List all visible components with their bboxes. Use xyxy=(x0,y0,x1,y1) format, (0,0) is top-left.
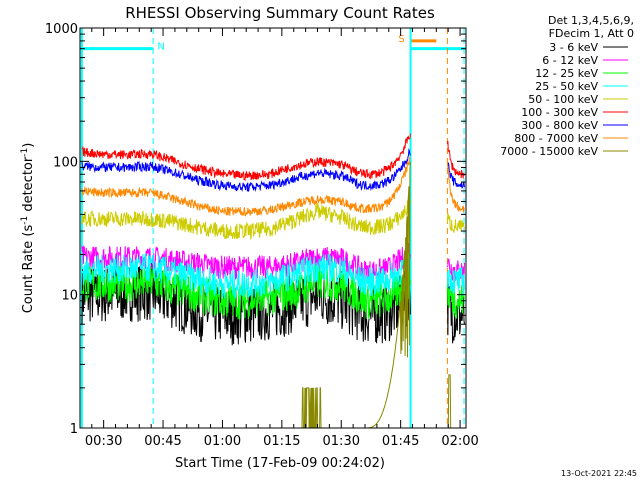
y-axis-label-main: Count Rate (s xyxy=(21,225,36,314)
legend: Det 1,3,4,5,6,9, FDecim 1, Att 0 3 - 6 k… xyxy=(500,14,634,158)
series-3-post xyxy=(446,266,465,296)
y-axis-label: Count Rate (s-1 detector-1) xyxy=(20,143,36,314)
y-tick-label-1: 10 xyxy=(61,289,78,304)
series-4-pre xyxy=(81,200,411,241)
timestamp: 13-Oct-2021 22:45 xyxy=(561,469,637,478)
legend-label-3: 25 - 50 keV xyxy=(535,80,598,93)
x-tick-label-5: 01:45 xyxy=(382,434,419,449)
x-axis: 00:30 00:45 01:00 01:15 01:30 01:45 02:00 xyxy=(85,28,479,449)
legend-label-4: 50 - 100 keV xyxy=(528,93,598,106)
y-axis-label-end: ) xyxy=(21,143,36,148)
x-tick-label-3: 01:15 xyxy=(263,434,300,449)
series-3-pre xyxy=(81,246,411,300)
legend-label-2: 12 - 25 keV xyxy=(535,67,598,80)
series-7-post xyxy=(446,162,465,213)
x-tick-label-6: 02:00 xyxy=(441,434,478,449)
legend-label-7: 800 - 7000 keV xyxy=(514,132,598,145)
series-1-pre xyxy=(81,243,411,284)
legend-label-6: 300 - 800 keV xyxy=(521,119,598,132)
flag-label-0: N xyxy=(157,42,164,53)
y-tick-label-3: 1000 xyxy=(45,22,78,37)
series-4-post xyxy=(446,212,465,233)
y-axis-label-sup2: -1 xyxy=(20,148,30,157)
legend-header-2: FDecim 1, Att 0 xyxy=(549,27,634,40)
y-tick-label-2: 100 xyxy=(53,155,78,170)
legend-label-8: 7000 - 15000 keV xyxy=(500,145,598,158)
x-tick-label-0: 00:30 xyxy=(85,434,122,449)
legend-label-1: 6 - 12 keV xyxy=(542,54,598,67)
series-7-pre xyxy=(81,155,411,217)
flag-label-2: S xyxy=(398,34,404,45)
chart-title: RHESSI Observing Summary Count Rates xyxy=(125,4,435,22)
series-8-post xyxy=(447,374,465,429)
y-axis-label-sup1: -1 xyxy=(20,216,30,225)
y-axis: 1 10 100 1000 xyxy=(45,22,466,437)
series-2-pre xyxy=(81,261,411,320)
legend-label-5: 100 - 300 keV xyxy=(521,106,598,119)
series-layer xyxy=(81,133,465,429)
series-5-post xyxy=(446,140,465,179)
y-axis-label-mid: detector xyxy=(21,156,36,216)
y-tick-label-0: 1 xyxy=(70,422,78,437)
x-tick-label-2: 01:00 xyxy=(204,434,241,449)
series-5-pre xyxy=(81,133,411,182)
x-tick-label-1: 00:45 xyxy=(144,434,181,449)
x-axis-label: Start Time (17-Feb-09 00:24:02) xyxy=(175,456,385,471)
plot-frame xyxy=(79,27,467,429)
legend-header-1: Det 1,3,4,5,6,9, xyxy=(548,14,634,27)
series-6-pre xyxy=(81,148,411,193)
legend-label-0: 3 - 6 keV xyxy=(549,41,598,54)
x-tick-label-4: 01:30 xyxy=(323,434,360,449)
